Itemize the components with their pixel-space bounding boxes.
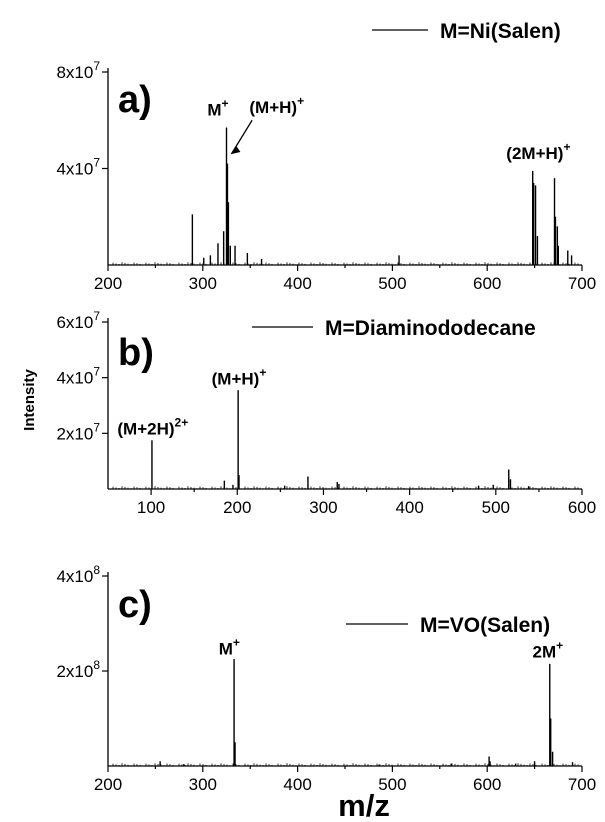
x-tick-label: 400	[283, 274, 311, 293]
legend-label: M=Ni(Salen)	[440, 20, 561, 43]
x-tick-label: 700	[568, 775, 596, 794]
x-tick-label: 500	[378, 775, 406, 794]
y-tick-label: 4x108	[56, 563, 100, 586]
x-tick-label: 300	[189, 274, 217, 293]
x-tick-label: 600	[473, 274, 501, 293]
x-tick-label: 200	[223, 498, 251, 517]
y-tick-label: 6x107	[56, 309, 100, 332]
x-tick-label: 400	[395, 498, 423, 517]
y-tick-label: 4x107	[56, 156, 100, 179]
x-tick-label: 200	[94, 775, 122, 794]
panel-label: a)	[118, 79, 152, 121]
x-tick-label: 500	[482, 498, 510, 517]
peak-annotation: 2M+	[533, 639, 564, 662]
x-tick-label: 600	[473, 775, 501, 794]
peak-annotation: (M+H)+	[212, 366, 267, 389]
x-tick-label: 100	[137, 498, 165, 517]
y-tick-label: 4x107	[56, 365, 100, 388]
y-tick-label: 2x107	[56, 420, 100, 443]
baseline-noise	[109, 262, 579, 265]
x-tick-label: 400	[283, 775, 311, 794]
x-tick-label: 500	[378, 274, 406, 293]
peak-annotation: (M+2H)2+	[117, 416, 188, 439]
panel-c: 200 300 400 500 600 700 2x108 4x108 c) M=VO(Salen…	[56, 563, 596, 794]
peak-annotation: (2M+H)+	[506, 140, 570, 163]
legend-label: M=Diaminododecane	[325, 317, 536, 340]
panel-label: b)	[118, 332, 154, 374]
y-axis-label: Intensity	[21, 369, 38, 431]
peak-annotation: M+	[207, 96, 228, 119]
x-tick-label: 300	[309, 498, 337, 517]
panel-label: c)	[118, 584, 152, 626]
peak-annotation: M+	[219, 635, 240, 658]
legend-label: M=VO(Salen)	[420, 614, 550, 637]
baseline-noise	[109, 763, 579, 766]
panel-b: 100 200 300 400 500 600 2x107 4x107 6x107 b) M=Dia…	[56, 309, 596, 517]
baseline-noise	[109, 486, 579, 489]
annotation-arrow	[230, 119, 253, 155]
peak-annotation: (M+H)+	[249, 94, 304, 117]
x-tick-label: 300	[189, 775, 217, 794]
x-tick-label: 700	[568, 274, 596, 293]
x-axis-label: m/z	[338, 788, 390, 822]
x-tick-label: 600	[568, 498, 596, 517]
y-tick-label: 8x107	[56, 59, 100, 82]
panel-a: 200 300 400 500 600 700 4x107 8x107 a) M=Ni(Salen…	[56, 20, 596, 293]
x-tick-label: 200	[94, 274, 122, 293]
y-tick-label: 2x108	[56, 658, 100, 681]
arrow-head	[231, 146, 241, 155]
